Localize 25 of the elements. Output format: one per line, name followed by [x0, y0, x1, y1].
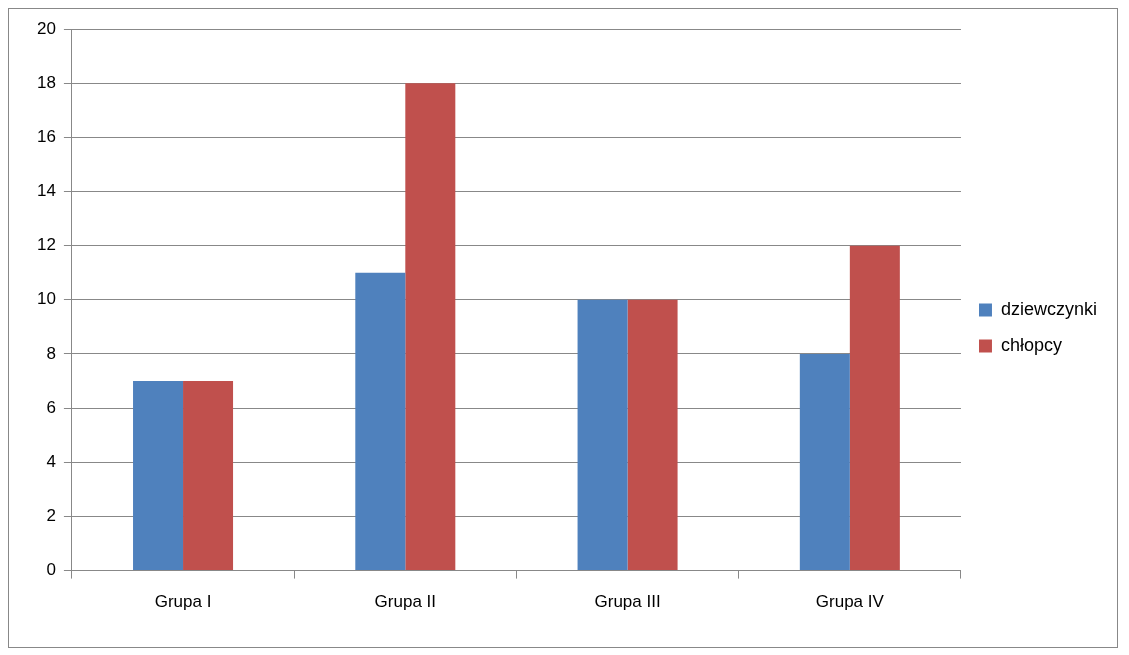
- bar: [799, 353, 850, 571]
- y-tick-label: 16: [36, 127, 56, 147]
- bar: [627, 299, 678, 571]
- y-tick-label: 2: [46, 506, 56, 526]
- x-tick-label: Grupa III: [594, 592, 661, 612]
- y-tick-label: 12: [36, 235, 56, 255]
- y-tick-label: 6: [46, 397, 56, 417]
- x-tick-label: Grupa II: [374, 592, 437, 612]
- bar: [577, 299, 628, 571]
- y-tick-label: 14: [36, 181, 56, 201]
- x-tick-label: Grupa I: [154, 592, 212, 612]
- y-tick-label: 18: [36, 72, 56, 92]
- legend-label: dziewczynki: [1000, 298, 1097, 319]
- y-tick-label: 4: [46, 451, 56, 471]
- bar: [133, 381, 184, 571]
- y-tick-label: 8: [46, 343, 56, 363]
- y-tick-label: 20: [36, 18, 56, 38]
- bar: [405, 83, 456, 571]
- y-tick-label: 0: [46, 560, 56, 580]
- x-tick-label: Grupa IV: [815, 592, 885, 612]
- legend-label: chłopcy: [1000, 334, 1062, 355]
- bar: [849, 245, 900, 571]
- bar: [355, 272, 406, 571]
- bar: [183, 381, 234, 571]
- y-tick-label: 10: [36, 289, 56, 309]
